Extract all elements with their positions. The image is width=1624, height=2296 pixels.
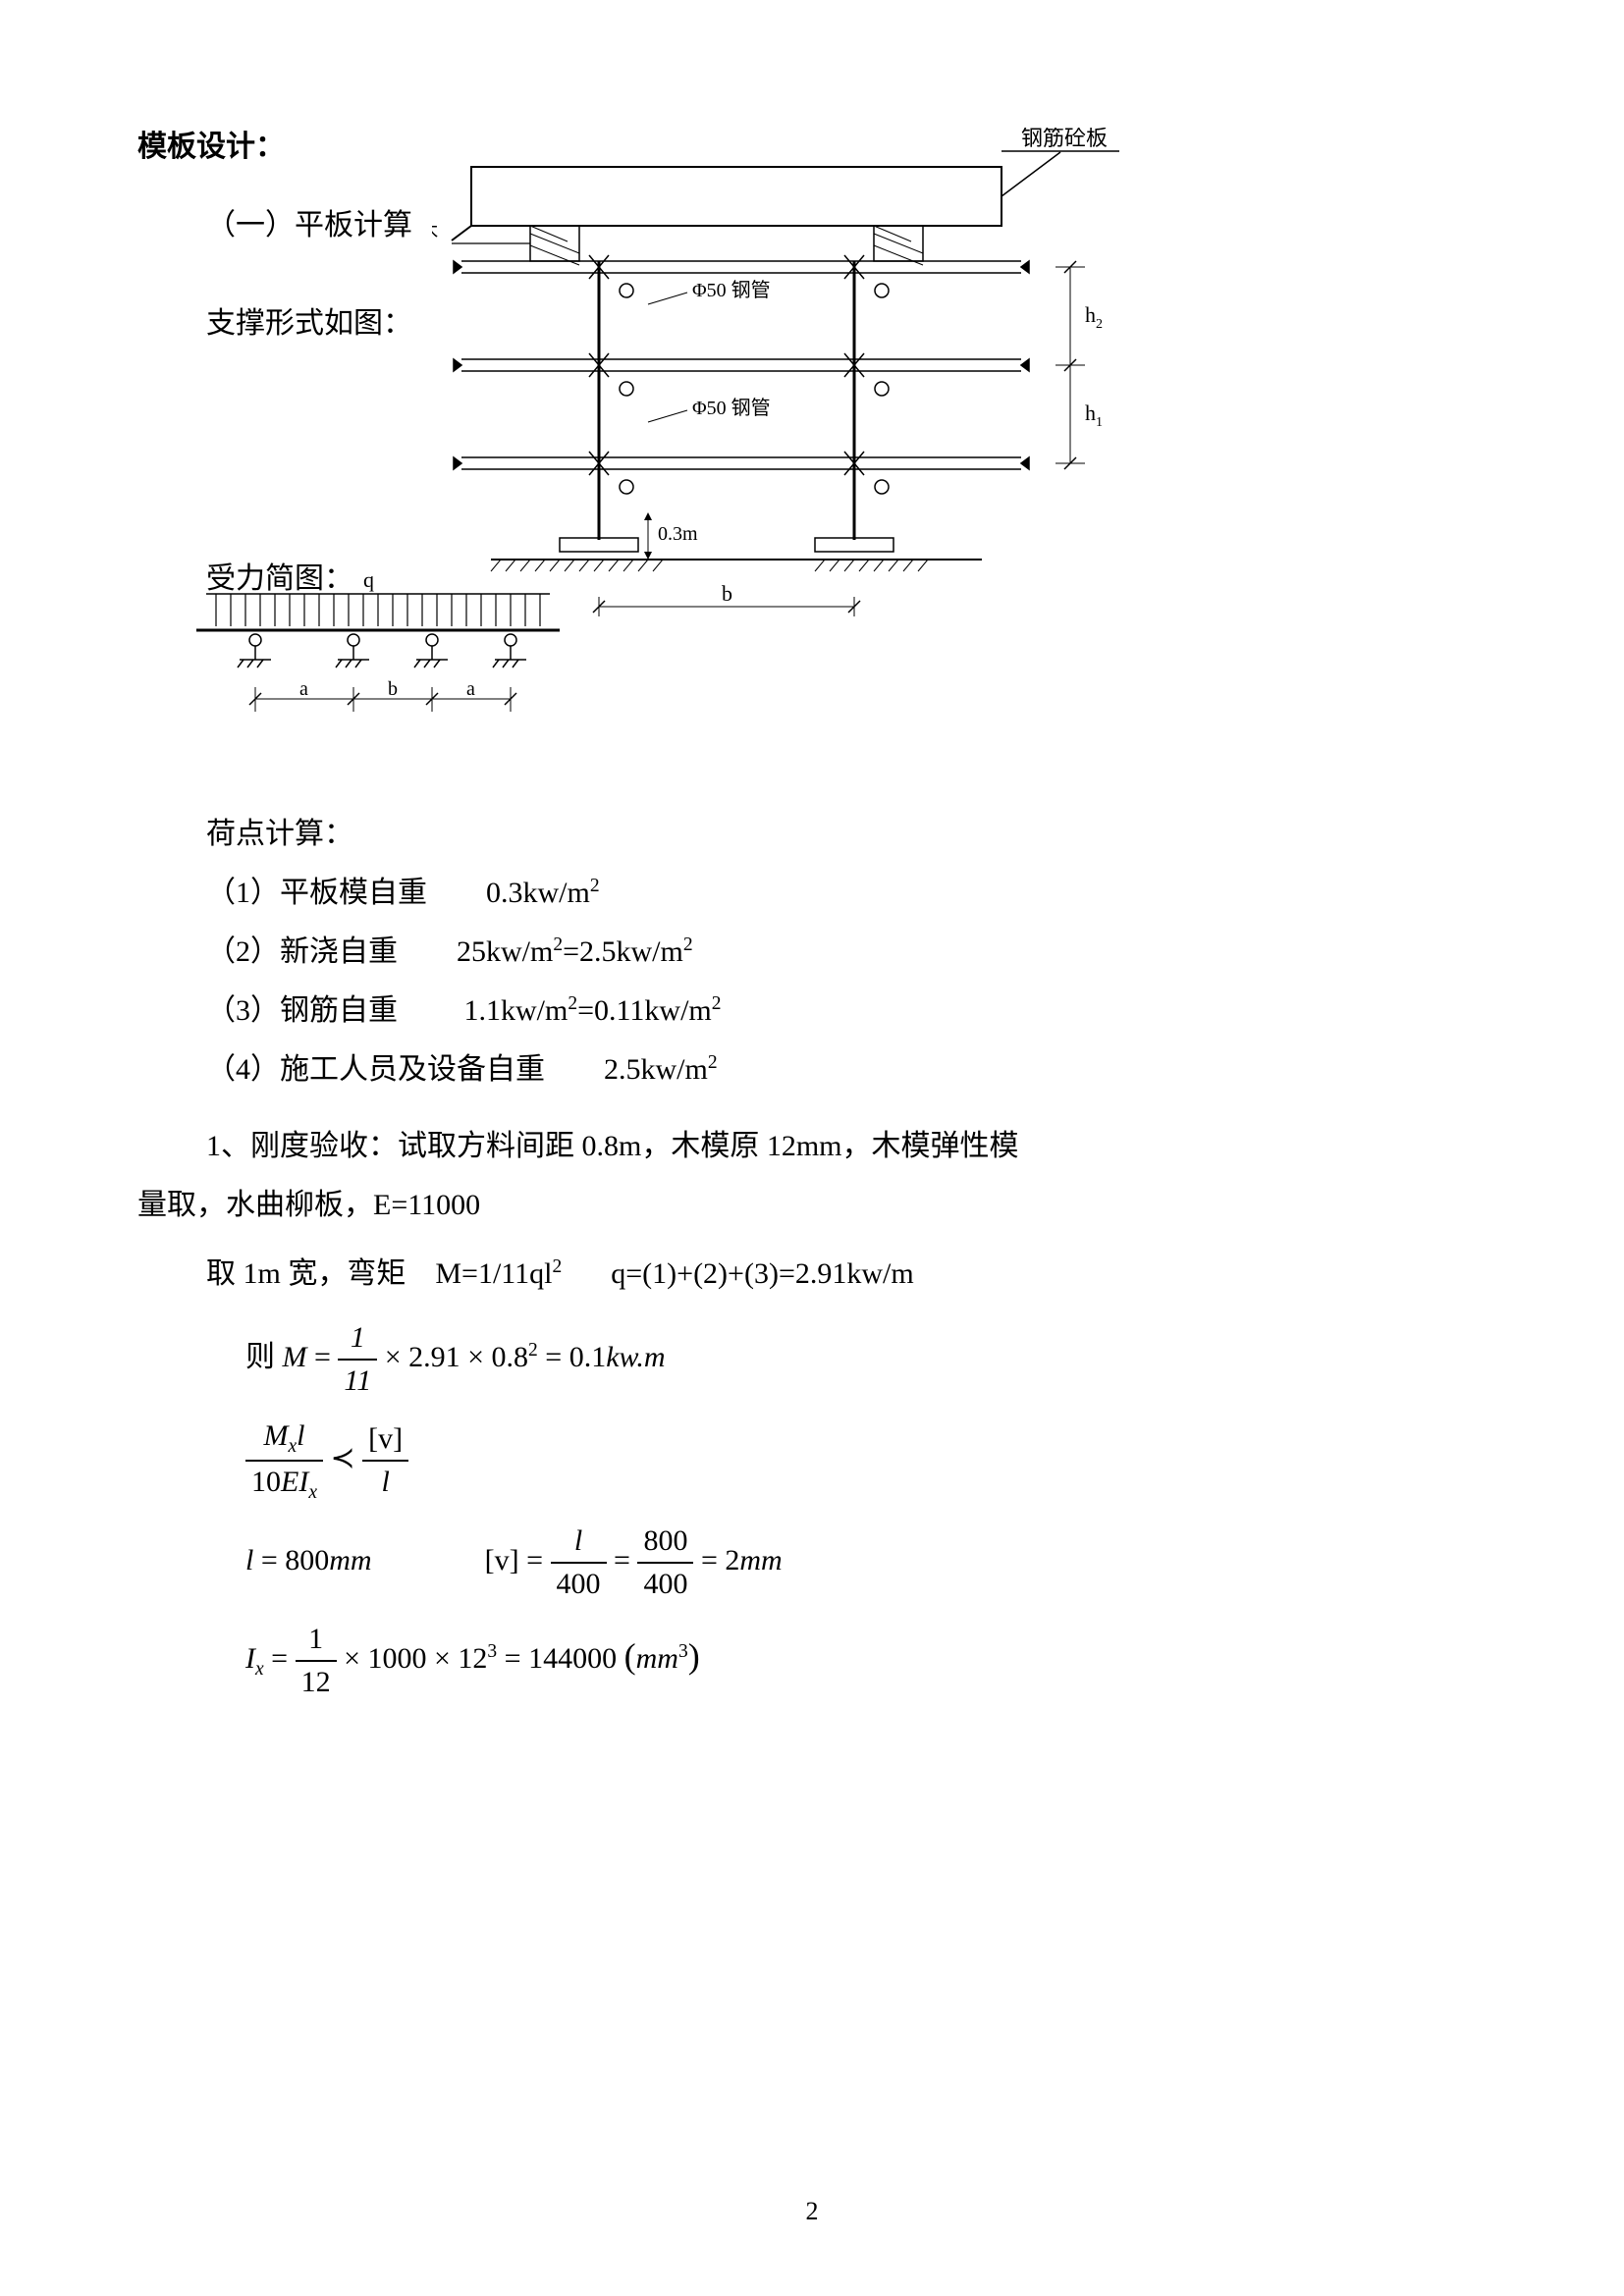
label-pipe2: Φ50 钢管 (692, 397, 771, 419)
loads-title: 荷点计算： (137, 805, 1487, 864)
load2-label: （2）新浇自重 (206, 923, 398, 982)
eq2-left-frac: Mxl 10EIx (245, 1415, 323, 1507)
load3-value: 1.1kw/m2=0.11kw/m2 (457, 982, 721, 1041)
calc1-b: M=1/11ql2 (435, 1245, 562, 1304)
load-item-1: （1）平板模自重 0.3kw/m2 (137, 864, 1487, 923)
load4-value: 2.5kw/m2 (604, 1041, 718, 1099)
load1-label: （1）平板模自重 (206, 864, 427, 923)
load4-label: （4）施工人员及设备自重 (206, 1041, 545, 1099)
wood-block-left (530, 226, 579, 265)
load1-value: 0.3kw/m2 (486, 864, 600, 923)
equation-2: Mxl 10EIx ≺ [v] l (137, 1415, 1487, 1507)
document-page: 模板设计： （一）平板计算 支撑形式如图： 钢筋砼板 (0, 0, 1624, 2296)
load-item-3: （3）钢筋自重 1.1kw/m2=0.11kw/m2 (137, 982, 1487, 1041)
equation-3: l = 800mm [v] = l 400 = 800 400 = 2mm (137, 1521, 1487, 1605)
load-item-4: （4）施工人员及设备自重 2.5kw/m2 (137, 1041, 1487, 1099)
load-diagram: q (177, 569, 589, 766)
eq1-unit: kw.m (606, 1341, 665, 1373)
load-item-2: （2）新浇自重 25kw/m2=2.5kw/m2 (137, 923, 1487, 982)
label-pipe1: Φ50 钢管 (692, 279, 771, 301)
eq2-prec: ≺ (330, 1442, 362, 1474)
page-number: 2 (0, 2186, 1624, 2237)
eq1-fraction: 1 11 (338, 1317, 377, 1402)
dim-b: b (722, 581, 732, 606)
dim-a2: a (466, 678, 475, 700)
eq1-M: M (283, 1341, 307, 1373)
dim-a1: a (299, 678, 308, 700)
eq2-right-frac: [v] l (362, 1418, 408, 1503)
label-slab: 钢筋砼板 (1021, 128, 1108, 150)
calc1-c: q=(1)+(2)+(3)=2.91kw/m (611, 1245, 913, 1304)
dim-h2: h2 (1085, 302, 1103, 332)
load3-label: （3）钢筋自重 (206, 982, 398, 1041)
load2-value: 25kw/m2=2.5kw/m2 (457, 923, 693, 982)
structural-diagram: 钢筋砼板 50×100 方木 @600 (432, 128, 1178, 638)
dim-b: b (388, 678, 398, 700)
equation-4: Ix = 1 12 × 1000 × 123 = 144000 (mm3) (137, 1619, 1487, 1703)
calc-line-1: 取 1m 宽，弯矩 M=1/11ql2 q=(1)+(2)+(3)=2.91kw… (137, 1245, 1487, 1304)
para-2: 量取，水曲柳板，E=11000 (137, 1176, 1487, 1235)
eq1-prefix: 则 (245, 1341, 283, 1373)
load-q: q (363, 569, 374, 592)
equation-1: 则 M = 1 11 × 2.91 × 0.82 = 0.1kw.m (137, 1317, 1487, 1402)
para-1: 1、刚度验收：试取方料间距 0.8m，木模原 12mm，木模弹性模 (137, 1117, 1487, 1176)
calc1-a: 取 1m 宽，弯矩 (206, 1245, 406, 1304)
label-wood: 50×100 方木 (432, 220, 438, 242)
dim-h1: h1 (1085, 400, 1103, 430)
dim-0.3m: 0.3m (658, 523, 698, 545)
wood-block-right (874, 226, 923, 265)
